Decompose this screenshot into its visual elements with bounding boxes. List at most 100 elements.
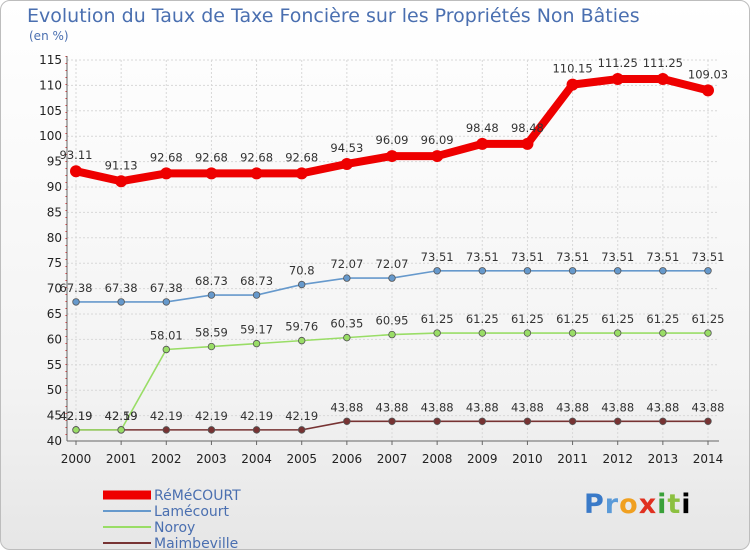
data-point [433,329,441,337]
data-point [162,345,170,354]
y-tick-label: 80 [47,231,62,245]
data-label: 68.73 [195,274,228,288]
x-tick-label: 2011 [557,452,588,466]
data-point [521,137,534,150]
data-point [340,157,353,170]
data-label: 73.51 [556,250,589,264]
legend-label: Lamécourt [154,504,230,520]
data-point [523,417,532,425]
x-tick-label: 2005 [286,452,317,466]
data-point [659,329,667,337]
x-tick-labels: 2000 2001 2002 2003 2004 2005 2006 2007 2008 2009… [61,452,724,466]
data-point [252,426,261,434]
data-label: 98.48 [511,121,544,135]
y-tick-label: 75 [47,256,62,270]
logo-letter: t [667,489,682,520]
data-label: 92.68 [195,150,228,164]
data-label: 58.59 [195,326,228,340]
data-label: 58.01 [150,329,183,343]
logo-letter: P [584,489,605,520]
x-tick-label: 2004 [241,452,272,466]
data-point [523,329,532,337]
data-label: 42.19 [105,409,138,423]
data-label: 96.09 [376,133,409,147]
y-tick-label: 110 [39,78,62,92]
data-label: 73.51 [601,250,634,264]
legend-label: Noroy [154,520,195,536]
data-point [704,329,712,337]
data-label: 42.19 [60,409,93,423]
data-point [162,426,170,434]
data-point [478,329,486,337]
data-point [566,78,579,91]
data-label: 43.88 [692,400,725,414]
data-label: 92.68 [285,150,318,164]
logo-letter: x [638,489,658,520]
logo-letter: i [681,489,692,520]
data-point [656,73,669,86]
data-point [568,329,577,337]
data-point [659,417,667,425]
data-label: 92.68 [240,150,273,164]
x-tick-label: 2012 [602,452,633,466]
data-point [115,175,128,188]
data-point [298,280,306,289]
y-tick-label: 90 [47,180,62,194]
data-label: 61.25 [601,312,634,326]
data-label: 109.03 [688,67,728,81]
data-point [704,267,712,275]
data-point [117,298,125,306]
series-points [70,73,714,434]
legend-label: RéMéCOURT [154,488,241,504]
y-tick-label: 70 [47,282,62,296]
data-label: 43.88 [376,400,409,414]
data-label: 42.19 [60,409,93,423]
data-point [614,267,622,275]
data-point [252,339,261,348]
data-label: 43.88 [556,400,589,414]
y-axis-unit-label: (en %) [29,29,69,43]
data-point [162,298,170,306]
data-point [298,426,306,434]
data-label: 70.8 [289,264,315,278]
data-label: 96.09 [421,133,454,147]
y-tick-label: 55 [47,358,62,372]
data-label: 43.88 [646,400,679,414]
data-point [343,417,351,425]
data-label: 67.38 [105,281,138,295]
x-tick-label: 2013 [648,452,679,466]
data-label: 42.19 [240,409,273,423]
data-point [702,84,714,97]
logo-letter: r [604,489,620,520]
data-point [250,167,263,180]
data-point [388,330,396,339]
chart-title: Evolution du Taux de Taxe Foncière sur l… [27,5,640,27]
data-label: 110.15 [552,62,592,76]
data-point [568,267,577,275]
y-tick-label: 50 [47,383,62,397]
y-tick-label: 65 [47,307,62,321]
y-tick-label: 40 [47,434,62,448]
x-tick-label: 2006 [332,452,363,466]
data-label: 43.88 [421,400,454,414]
data-point [388,274,396,282]
data-point [523,267,532,275]
data-label: 61.25 [466,312,499,326]
logo-letter: o [619,489,639,520]
data-point [386,150,398,163]
data-label: 42.19 [285,409,318,423]
data-label: 43.88 [511,400,544,414]
data-label: 98.48 [466,121,499,135]
data-label: 61.25 [692,312,725,326]
data-point [207,426,216,434]
y-tick-labels: 40 45 50 55 60 65 70 75 80 85 90 95 100 105 110 115 [39,53,62,448]
data-point [704,417,712,425]
data-labels: 93.11 91.13 92.68 92.68 92.68 92.68 94.53 96.09… [60,56,729,423]
data-label: 73.51 [692,250,725,264]
x-tick-label: 2002 [151,452,182,466]
data-point [72,426,80,434]
data-label: 68.73 [240,274,273,288]
logo-letter: i [657,489,668,520]
data-point [614,417,622,425]
